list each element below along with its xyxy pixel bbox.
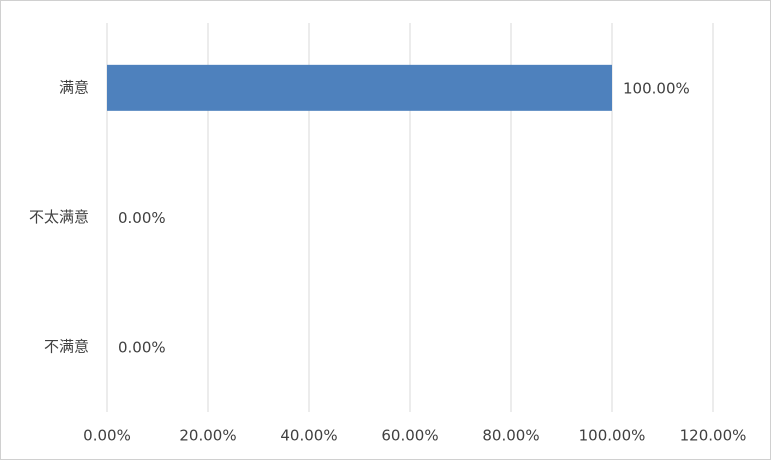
x-tick-label: 100.00% (579, 427, 646, 445)
data-label: 0.00% (118, 209, 166, 227)
data-label: 100.00% (623, 79, 690, 97)
x-tick-label: 60.00% (381, 427, 438, 445)
x-tick-label: 120.00% (680, 427, 747, 445)
x-tick-label: 0.00% (83, 427, 131, 445)
x-tick-label: 20.00% (179, 427, 236, 445)
x-tick-label: 40.00% (280, 427, 337, 445)
bar (107, 64, 612, 111)
y-tick-label: 不满意 (44, 338, 89, 356)
y-tick-label: 满意 (59, 78, 89, 96)
data-label: 0.00% (118, 339, 166, 357)
x-tick-label: 80.00% (482, 427, 539, 445)
y-tick-label: 不太满意 (29, 208, 89, 226)
